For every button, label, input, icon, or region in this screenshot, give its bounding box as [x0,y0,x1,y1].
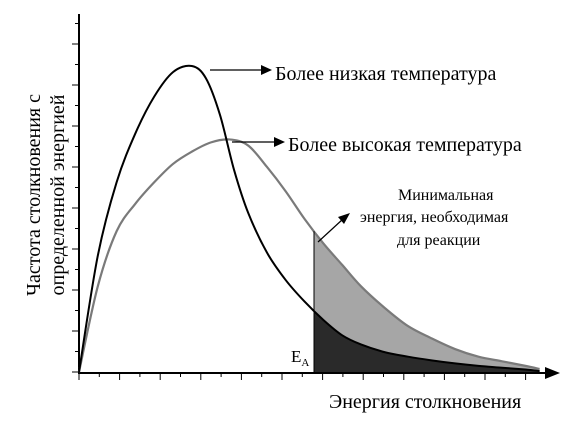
tail-fills [314,231,540,372]
higher-temperature-tail-area [314,231,540,372]
y-axis-label-line1: Частота столкновения с [23,94,45,296]
label-minimum-line2: энергия, необходимая [360,209,509,226]
annotation-arrowhead-minimum [338,213,350,224]
annotation-arrowhead-lower [261,65,272,75]
label-activation-energy: EA [291,347,309,369]
y-axis-label-line2: определенной энергией [47,94,69,295]
y-axis-label: Частота столкновения с определенной энер… [23,94,69,296]
annotation-higher-temperature: Более высокая температура [232,134,522,156]
annotation-lower-temperature: Более низкая температура [210,63,496,85]
y-axis-ticks [72,23,79,373]
lower-temperature-tail-area [314,310,540,372]
x-axis-ticks [78,373,547,380]
axes [72,14,560,380]
label-minimum-line1: Минимальная [398,187,494,204]
series-line-lower-temperature [78,64,540,373]
curves [77,64,540,373]
label-lower-temperature: Более низкая температура [275,63,496,85]
annotation-minimum-energy: Минимальная энергия, необходимая для реа… [317,187,509,249]
label-higher-temperature: Более высокая температура [288,134,522,156]
label-minimum-line3: для реакции [397,232,481,249]
x-axis-label: Энергия столкновения [329,391,521,413]
x-axis-arrowhead [545,367,560,379]
annotation-arrow-minimum [317,218,344,243]
annotation-arrowhead-higher [274,137,285,147]
label-ea-main: E [291,347,301,366]
series-line-higher-temperature [77,138,540,373]
label-ea-subscript: A [301,357,309,369]
